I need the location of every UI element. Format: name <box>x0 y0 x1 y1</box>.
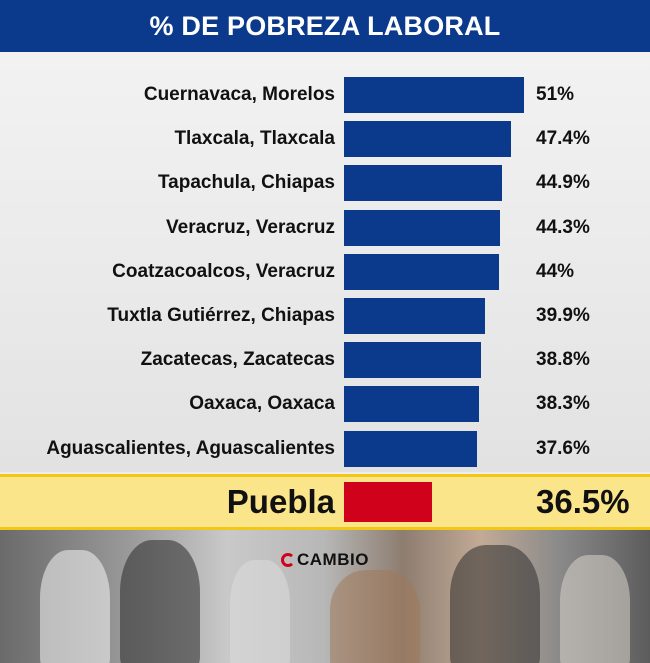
chart-title: % DE POBREZA LABORAL <box>0 0 650 52</box>
category-label: Cuernavaca, Morelos <box>143 84 335 105</box>
category-label: Coatzacoalcos, Veracruz <box>112 260 335 282</box>
bar <box>344 342 481 379</box>
category-label: Oaxaca, Oaxaca <box>189 393 335 415</box>
bar <box>344 209 501 246</box>
value-label: 37.6% <box>536 437 590 459</box>
background-photo <box>0 530 650 663</box>
category-label: Aguascalientes, Aguascalientes <box>46 437 335 459</box>
highlight-value-label: 36.5% <box>536 483 630 520</box>
bar <box>344 430 477 467</box>
bar <box>344 386 480 423</box>
highlight-row: Puebla 36.5% <box>0 474 650 530</box>
highlight-category-label: Puebla <box>226 483 335 520</box>
category-label: Tuxtla Gutiérrez, Chiapas <box>107 305 335 326</box>
highlight-bar <box>344 482 432 522</box>
bar <box>344 77 524 113</box>
value-label: 38.8% <box>536 349 590 371</box>
cambio-logo-mark-icon <box>281 553 295 567</box>
value-label: 44.9% <box>536 172 590 194</box>
value-label: 44.3% <box>536 216 590 238</box>
category-label: Tlaxcala, Tlaxcala <box>174 128 335 150</box>
value-label: 38.3% <box>536 393 590 415</box>
bar <box>344 298 485 334</box>
category-label: Tapachula, Chiapas <box>157 172 335 194</box>
value-label: 51% <box>536 84 575 105</box>
category-label: Zacatecas, Zacatecas <box>140 349 335 371</box>
cambio-logo-text: CAMBIO <box>297 550 369 569</box>
bar <box>344 121 512 158</box>
cambio-logo: CAMBIO <box>281 550 369 570</box>
value-label: 44% <box>536 260 575 282</box>
value-label: 39.9% <box>536 305 590 326</box>
category-label: Veracruz, Veracruz <box>166 216 335 238</box>
bar <box>344 253 500 290</box>
bar-chart: Cuernavaca, Morelos 51% Tlaxcala, Tlaxcala… <box>0 52 650 472</box>
bar <box>344 165 503 202</box>
value-label: 47.4% <box>536 128 590 150</box>
